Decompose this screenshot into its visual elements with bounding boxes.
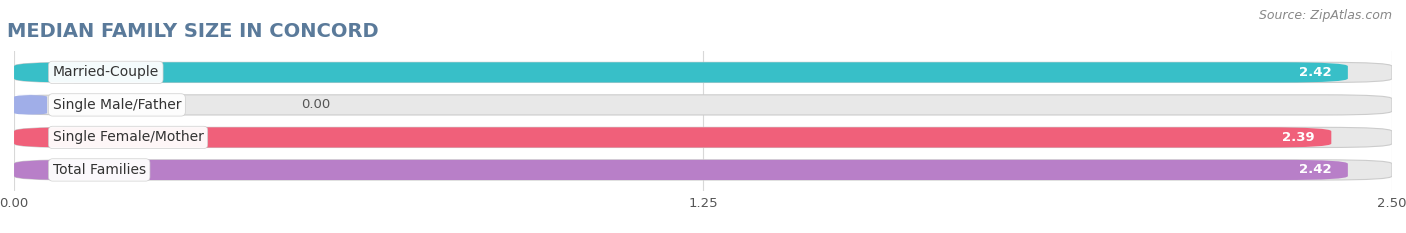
FancyBboxPatch shape [14,127,1331,147]
FancyBboxPatch shape [14,62,1392,82]
FancyBboxPatch shape [14,62,1348,82]
FancyBboxPatch shape [14,95,1392,115]
Text: 2.39: 2.39 [1282,131,1315,144]
FancyBboxPatch shape [14,160,1392,180]
Text: 0.00: 0.00 [301,98,330,111]
Text: Source: ZipAtlas.com: Source: ZipAtlas.com [1258,9,1392,22]
Text: Married-Couple: Married-Couple [52,65,159,79]
Text: Single Female/Mother: Single Female/Mother [52,130,204,144]
FancyBboxPatch shape [14,127,1392,147]
Text: 2.42: 2.42 [1299,66,1331,79]
FancyBboxPatch shape [14,95,48,115]
Text: MEDIAN FAMILY SIZE IN CONCORD: MEDIAN FAMILY SIZE IN CONCORD [7,22,378,41]
Text: Total Families: Total Families [52,163,146,177]
FancyBboxPatch shape [14,160,1348,180]
Text: 2.42: 2.42 [1299,163,1331,176]
Text: Single Male/Father: Single Male/Father [52,98,181,112]
